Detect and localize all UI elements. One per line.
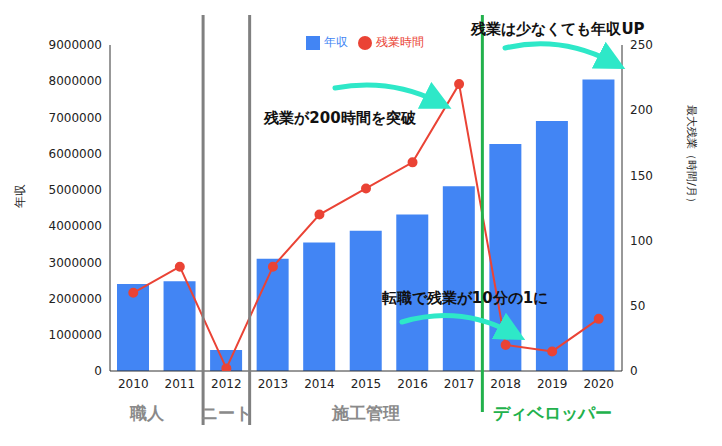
svg-text:6000000: 6000000: [49, 147, 102, 161]
svg-text:2012: 2012: [211, 377, 242, 391]
svg-text:残業が200時間を突破: 残業が200時間を突破: [263, 109, 416, 127]
svg-text:2000000: 2000000: [49, 292, 102, 306]
html-text:年収: 年収: [324, 35, 348, 49]
svg-text:250: 250: [630, 38, 653, 52]
svg-text:3000000: 3000000: [49, 256, 102, 270]
svg-text:転職で残業が10分の1に: 転職で残業が10分の1に: [382, 289, 548, 307]
svg-text:5000000: 5000000: [49, 183, 102, 197]
svg-text:ディベロッパー: ディベロッパー: [493, 403, 612, 423]
svg-text:0: 0: [94, 364, 102, 378]
svg-text:2015: 2015: [351, 377, 382, 391]
svg-text:1000000: 1000000: [49, 328, 102, 342]
svg-text:2013: 2013: [258, 377, 289, 391]
svg-text:2020: 2020: [583, 377, 614, 391]
svg-text:2011: 2011: [165, 377, 196, 391]
svg-text:50: 50: [630, 299, 645, 313]
svg-text:0: 0: [630, 364, 638, 378]
svg-text:ニート: ニート: [201, 403, 252, 423]
html-text:残業時間: 残業時間: [376, 35, 424, 49]
svg-text:2017: 2017: [444, 377, 475, 391]
svg-text:8000000: 8000000: [49, 74, 102, 88]
svg-text:100: 100: [630, 234, 653, 248]
svg-text:7000000: 7000000: [49, 111, 102, 125]
svg-text:2019: 2019: [537, 377, 568, 391]
svg-text:200: 200: [630, 103, 653, 117]
svg-text:施工管理: 施工管理: [331, 403, 400, 423]
svg-text:9000000: 9000000: [49, 38, 102, 52]
svg-text:150: 150: [630, 169, 653, 183]
svg-text:最大残業（時間/月）: 最大残業（時間/月）: [685, 105, 698, 208]
svg-text:4000000: 4000000: [49, 219, 102, 233]
svg-text:2010: 2010: [118, 377, 149, 391]
svg-text:職人: 職人: [129, 403, 165, 423]
svg-text:残業は少なくても年収UP: 残業は少なくても年収UP: [470, 20, 644, 38]
svg-text:2018: 2018: [490, 377, 521, 391]
svg-text:2016: 2016: [397, 377, 428, 391]
svg-text:年収: 年収: [13, 184, 27, 208]
svg-text:2014: 2014: [304, 377, 335, 391]
